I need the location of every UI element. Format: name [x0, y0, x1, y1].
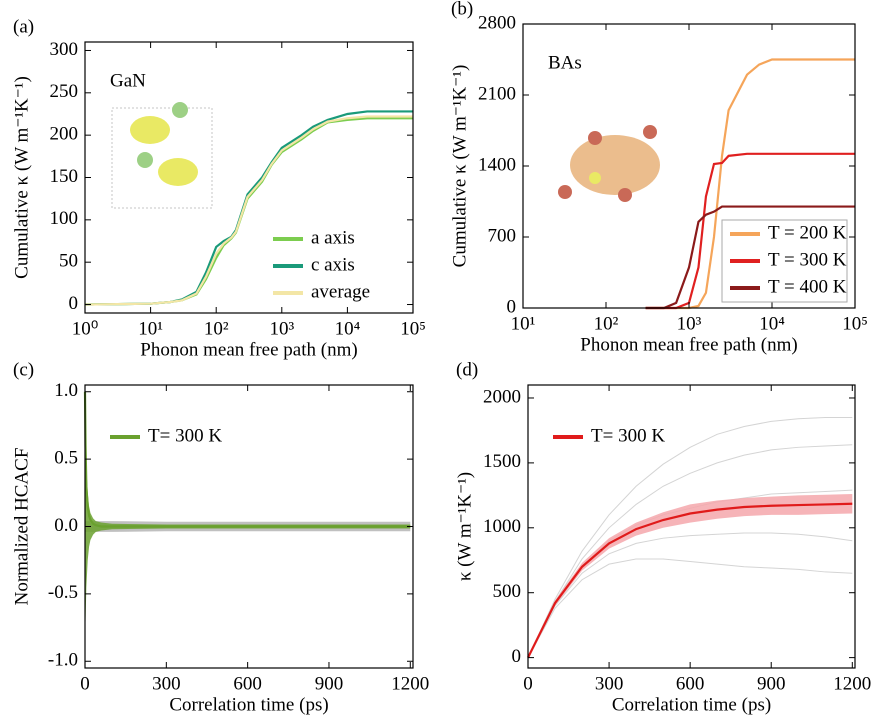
x-tick-label: 10¹ — [138, 318, 163, 339]
inset-atom — [589, 172, 601, 184]
legend-label: T = 400 K — [768, 276, 847, 297]
x-tick-label: 10⁴ — [759, 313, 785, 334]
inset-atom — [137, 152, 153, 168]
x-tick-label: 300 — [595, 673, 624, 694]
inset-atom — [558, 185, 572, 199]
annotation: BAs — [548, 52, 582, 73]
panel-label: (d) — [456, 359, 478, 380]
y-tick-label: 500 — [493, 581, 522, 602]
y-tick-label: 150 — [50, 166, 79, 187]
x-tick-label: 10² — [204, 318, 229, 339]
y-tick-label: 100 — [50, 208, 79, 229]
inset-atom — [588, 131, 602, 145]
y-tick-label: 1400 — [478, 154, 516, 175]
legend-label: c axis — [311, 254, 355, 275]
plot-frame — [527, 384, 856, 669]
x-tick-label: 0 — [80, 673, 90, 694]
series-line — [84, 117, 413, 306]
x-tick-label: 10⁰ — [72, 318, 99, 339]
legend-label: T = 300 K — [768, 249, 847, 270]
y-tick-label: 0 — [507, 296, 517, 317]
y-tick-label: 1000 — [483, 516, 521, 537]
annotation: GaN — [110, 70, 146, 91]
x-tick-label: 10⁵ — [842, 313, 868, 334]
y-axis-label: Cumulative κ (W m⁻¹K⁻¹) — [11, 76, 32, 279]
x-tick-label: 10¹ — [511, 313, 536, 334]
y-tick-label: 300 — [50, 39, 79, 60]
bas-inset — [558, 125, 660, 202]
panel: 0 300 600 900 1200 0 500 1000 1500 2000 Correlatio… — [454, 359, 871, 715]
x-tick-label: 600 — [676, 673, 705, 694]
x-tick-label: 10⁴ — [335, 318, 361, 339]
x-tick-label: 600 — [233, 673, 262, 694]
gan-inset — [111, 102, 213, 209]
y-axis-label: κ (W m⁻¹K⁻¹) — [454, 472, 475, 581]
inset-atom — [172, 102, 188, 118]
legend-label: T= 300 K — [148, 425, 222, 446]
background-curve — [527, 416, 853, 658]
x-axis-label: Phonon mean free path (nm) — [580, 334, 797, 355]
inset-lobe — [130, 116, 170, 144]
x-tick-label: 10⁵ — [400, 318, 426, 339]
legend-label: average — [311, 281, 370, 302]
y-tick-label: 0.0 — [54, 515, 78, 536]
x-tick-label: 1200 — [833, 673, 871, 694]
x-tick-label: 900 — [757, 673, 786, 694]
band — [528, 494, 853, 658]
x-axis-label: Phonon mean free path (nm) — [140, 339, 357, 360]
panel-label: (a) — [13, 16, 34, 37]
y-tick-label: 50 — [59, 251, 78, 272]
panel-label: (c) — [13, 359, 34, 380]
legend-label: a axis — [311, 227, 355, 248]
inset-atom — [618, 188, 632, 202]
x-tick-label: 900 — [315, 673, 344, 694]
y-tick-label: 0 — [512, 646, 522, 667]
y-tick-label: -1.0 — [48, 650, 78, 671]
inset-lobe — [570, 135, 660, 195]
inset-lobe — [158, 158, 198, 186]
y-tick-label: 2100 — [478, 83, 516, 104]
x-axis-label: Correlation time (ps) — [169, 694, 328, 715]
panel: 10¹ 10² 10³ 10⁴ 10⁵ 0 700 1400 2100 2800 Phonon me… — [449, 0, 867, 355]
inset-atom — [643, 125, 657, 139]
y-tick-label: 2800 — [478, 12, 516, 33]
y-tick-label: -0.5 — [48, 582, 78, 603]
y-tick-label: 700 — [488, 225, 517, 246]
x-tick-label: 0 — [523, 673, 533, 694]
series-line — [83, 391, 411, 528]
background-curve — [527, 558, 853, 658]
y-tick-label: 1500 — [483, 451, 521, 472]
panel: 0 300 600 900 1200 -1.0 -0.5 0.0 0.5 1.0 Correlati… — [11, 359, 429, 715]
y-tick-label: 250 — [50, 81, 79, 102]
y-tick-label: 1.0 — [54, 380, 78, 401]
x-tick-label: 300 — [152, 673, 181, 694]
x-tick-label: 10³ — [677, 313, 702, 334]
x-axis-label: Correlation time (ps) — [612, 694, 771, 715]
x-tick-label: 10² — [594, 313, 619, 334]
y-axis-label: Normalized HCACF — [11, 448, 32, 606]
x-tick-label: 10³ — [269, 318, 294, 339]
background-curve — [527, 444, 853, 658]
panel-label: (b) — [451, 0, 473, 19]
legend-label: T= 300 K — [591, 425, 665, 446]
series-line — [527, 502, 853, 659]
legend-label: T = 200 K — [768, 222, 847, 243]
y-tick-label: 0.5 — [54, 447, 78, 468]
y-tick-label: 2000 — [483, 386, 521, 407]
panel: 10⁰ 10¹ 10² 10³ 10⁴ 10⁵ 0 50 100 150 200 250 300 Phon… — [11, 16, 425, 360]
y-tick-label: 200 — [50, 124, 79, 145]
x-tick-label: 1200 — [391, 673, 429, 694]
y-axis-label: Cumulative κ (W m⁻¹K⁻¹) — [449, 65, 470, 268]
background-curve — [527, 532, 853, 658]
inset-cell — [111, 107, 213, 209]
series-line — [645, 205, 855, 310]
series-line — [84, 115, 413, 306]
y-tick-label: 0 — [69, 293, 79, 314]
